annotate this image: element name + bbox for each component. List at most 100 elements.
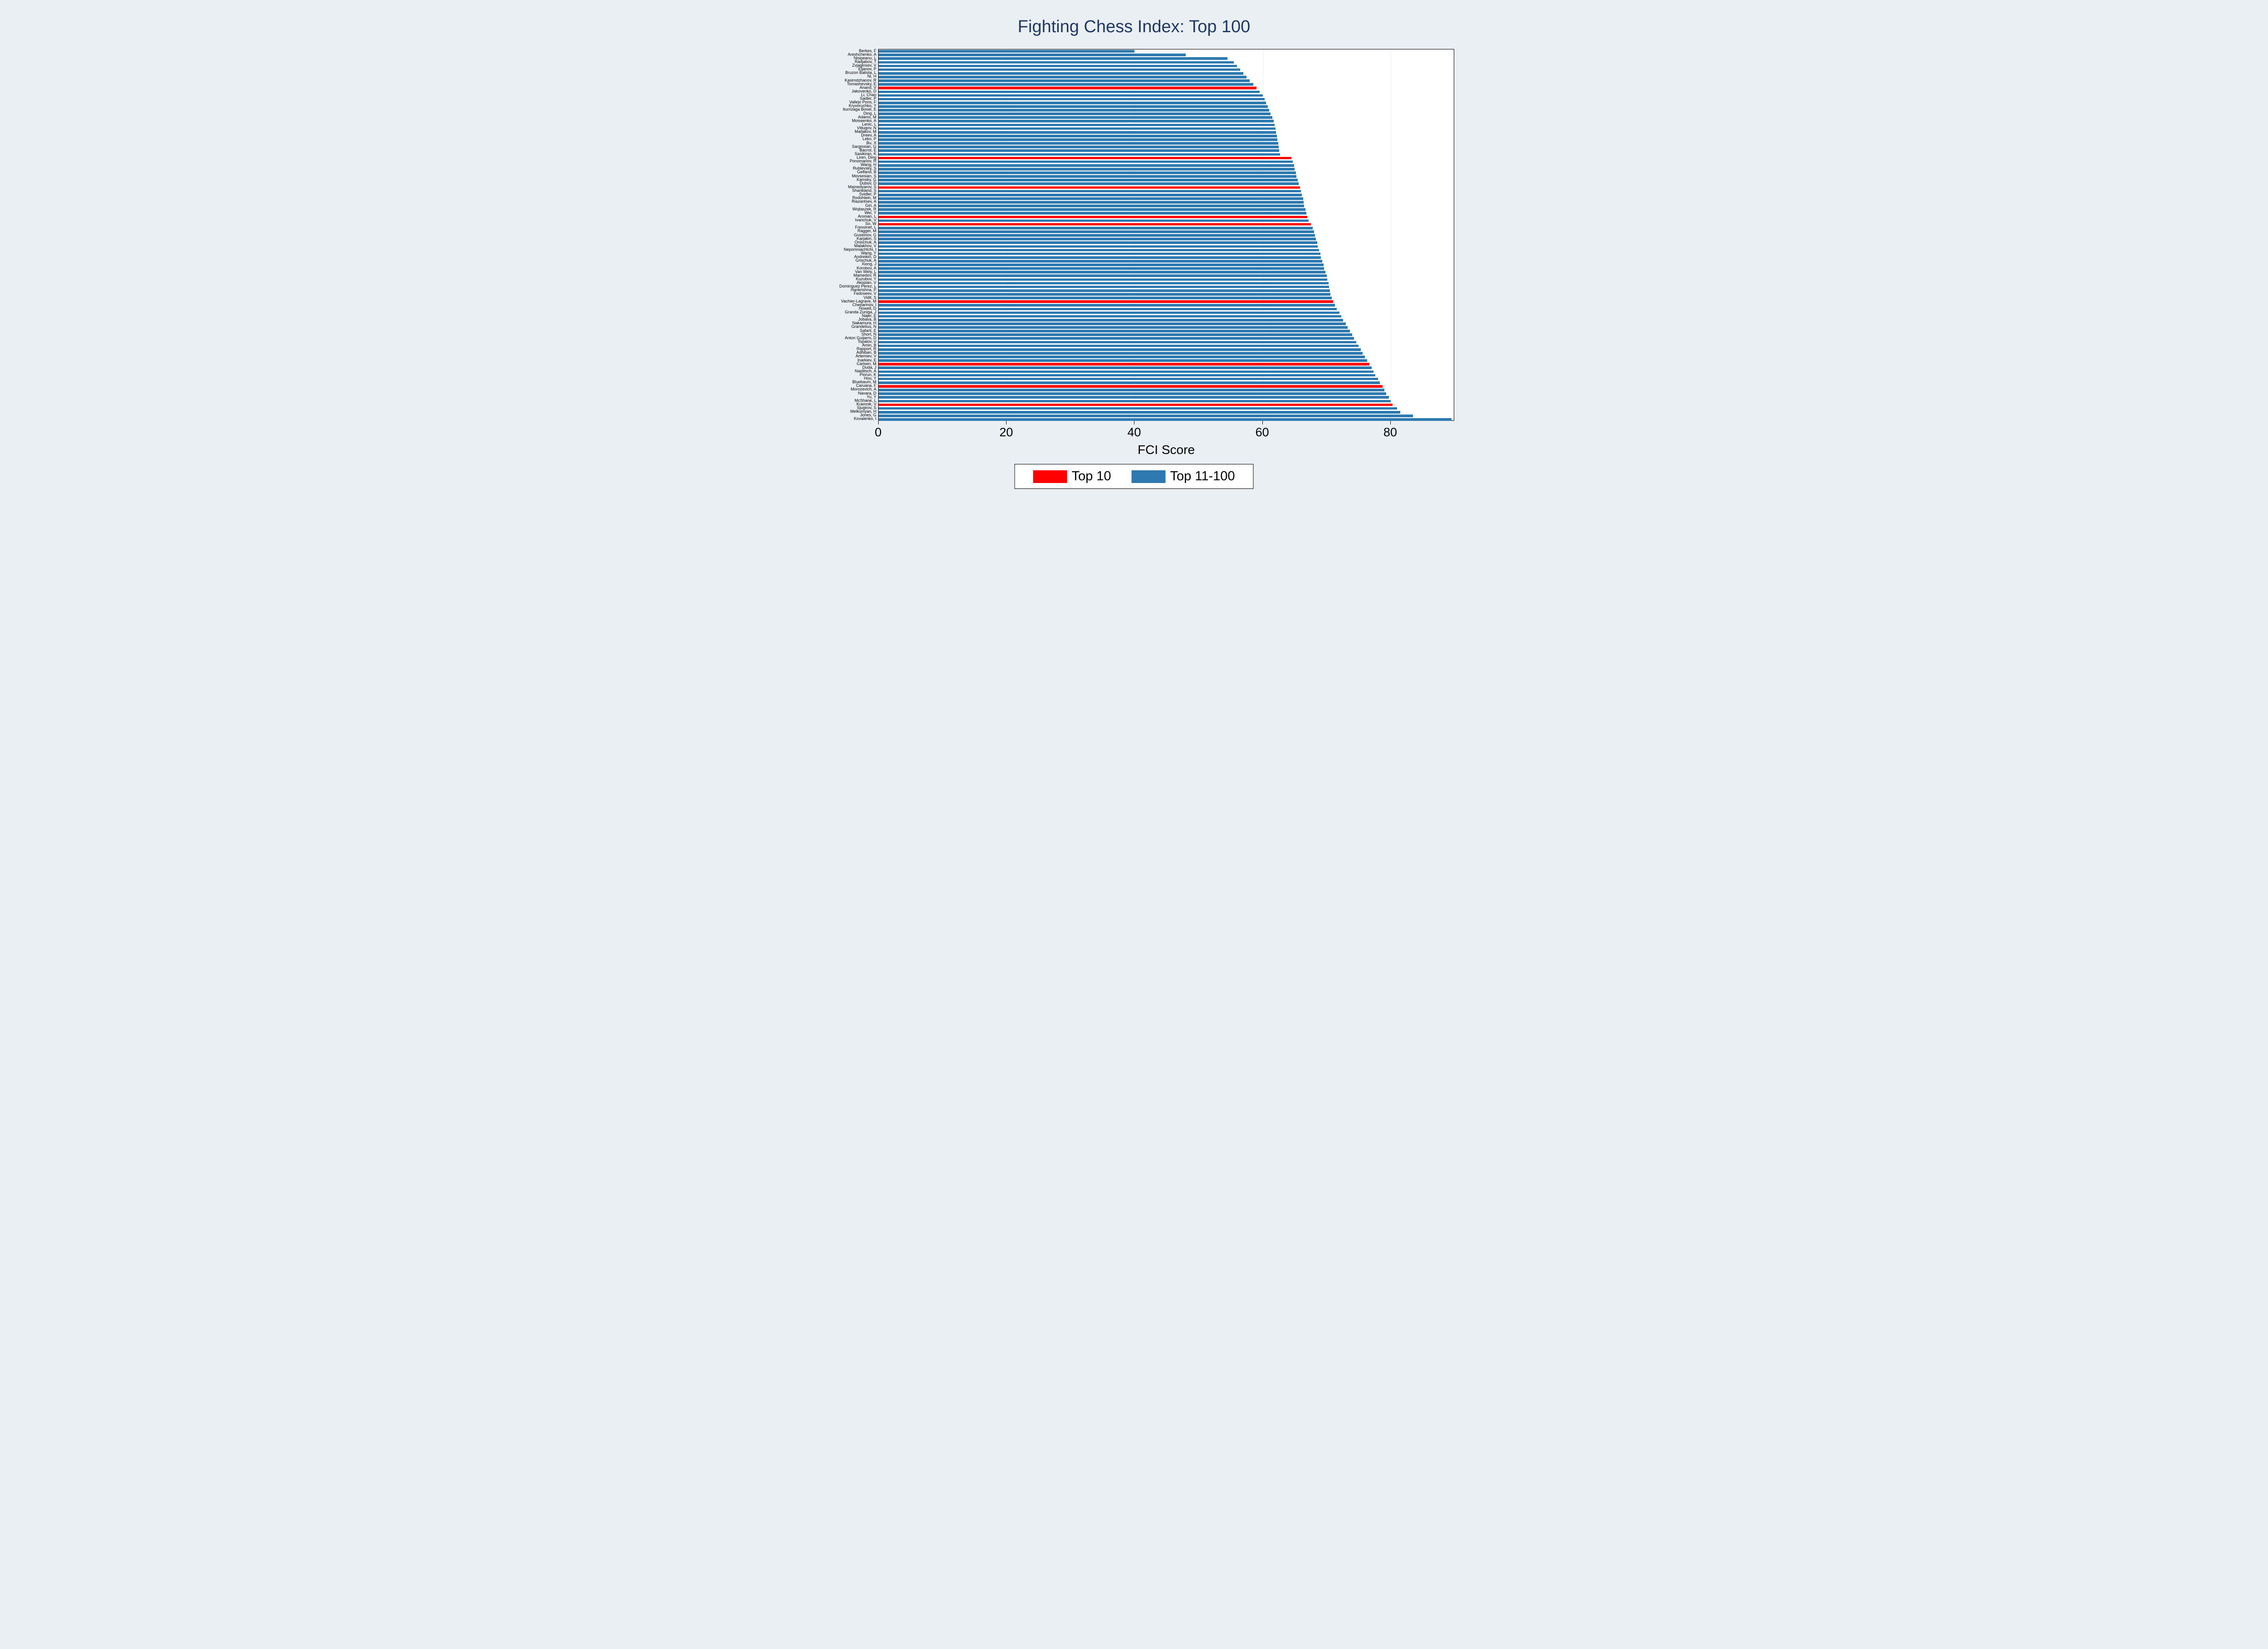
bar bbox=[879, 205, 1304, 207]
bar bbox=[879, 201, 1304, 204]
x-axis-title: FCI Score bbox=[1138, 443, 1195, 457]
bar bbox=[879, 175, 1296, 178]
bar bbox=[879, 194, 1302, 196]
bar bbox=[879, 91, 1260, 93]
bar bbox=[879, 319, 1343, 322]
bar bbox=[879, 131, 1276, 134]
x-tick-mark bbox=[1390, 421, 1391, 424]
bar bbox=[879, 87, 1256, 89]
bar bbox=[879, 79, 1250, 82]
bar bbox=[879, 363, 1369, 366]
bar bbox=[879, 223, 1311, 226]
bar bbox=[879, 371, 1374, 373]
bar bbox=[879, 322, 1346, 325]
bar bbox=[879, 274, 1327, 277]
bar bbox=[879, 61, 1234, 64]
bar bbox=[879, 149, 1279, 152]
x-tick-label: 40 bbox=[1127, 425, 1141, 439]
bar bbox=[879, 76, 1246, 78]
x-tick-mark bbox=[878, 421, 879, 424]
bar bbox=[879, 68, 1240, 71]
bar bbox=[879, 102, 1266, 104]
bar bbox=[879, 366, 1372, 369]
bar bbox=[879, 245, 1318, 248]
bar bbox=[879, 142, 1278, 145]
bar bbox=[879, 381, 1380, 384]
bar bbox=[879, 352, 1363, 355]
y-axis-label: Kovalenko, I bbox=[854, 417, 876, 421]
bar bbox=[879, 278, 1327, 281]
bar bbox=[879, 135, 1277, 137]
bar bbox=[879, 293, 1330, 296]
bar bbox=[879, 333, 1352, 336]
bar bbox=[879, 348, 1361, 351]
bar bbox=[879, 392, 1386, 395]
legend-swatch bbox=[1033, 470, 1067, 483]
bar bbox=[879, 341, 1356, 344]
bar bbox=[879, 359, 1367, 362]
bar bbox=[879, 289, 1330, 292]
bar bbox=[879, 415, 1413, 417]
bar bbox=[879, 94, 1263, 97]
bar bbox=[879, 256, 1321, 259]
bar bbox=[879, 282, 1329, 285]
plot-area bbox=[878, 49, 1454, 421]
bar bbox=[879, 400, 1391, 403]
bar bbox=[879, 326, 1348, 329]
bar bbox=[879, 105, 1268, 108]
bar bbox=[879, 112, 1271, 115]
chart-frame: Fighting Chess Index: Top 100 Berkes, FA… bbox=[794, 9, 1474, 504]
bar bbox=[879, 411, 1400, 414]
bar bbox=[879, 315, 1341, 318]
bar bbox=[879, 407, 1397, 410]
bar bbox=[879, 385, 1383, 388]
bar bbox=[879, 263, 1324, 266]
bar bbox=[879, 337, 1354, 340]
bar bbox=[879, 260, 1322, 263]
legend-label: Top 10 bbox=[1071, 469, 1111, 483]
bar bbox=[879, 304, 1335, 307]
bar bbox=[879, 65, 1237, 68]
bar bbox=[879, 418, 1452, 421]
legend-swatch bbox=[1132, 470, 1166, 483]
bar bbox=[879, 253, 1320, 255]
bar bbox=[879, 300, 1333, 303]
x-tick-mark bbox=[1262, 421, 1263, 424]
bar bbox=[879, 220, 1309, 222]
bar bbox=[879, 57, 1227, 60]
chart-title: Fighting Chess Index: Top 100 bbox=[794, 9, 1474, 41]
bar bbox=[879, 230, 1314, 233]
bar bbox=[879, 171, 1296, 174]
bar bbox=[879, 124, 1275, 127]
legend-item: Top 10 bbox=[1033, 469, 1111, 484]
bar bbox=[879, 396, 1389, 399]
bar bbox=[879, 164, 1294, 167]
bar bbox=[879, 374, 1375, 377]
bar bbox=[879, 267, 1324, 270]
legend-label: Top 11-100 bbox=[1170, 469, 1235, 483]
bar bbox=[879, 271, 1325, 273]
bar bbox=[879, 356, 1365, 358]
bar bbox=[879, 157, 1291, 160]
bar bbox=[879, 249, 1319, 252]
bar bbox=[879, 127, 1276, 130]
bar bbox=[879, 227, 1313, 229]
x-tick-label: 80 bbox=[1383, 425, 1397, 439]
bar bbox=[879, 138, 1277, 141]
bar bbox=[879, 146, 1279, 148]
bar bbox=[879, 153, 1280, 156]
bar bbox=[879, 297, 1332, 299]
bar bbox=[879, 238, 1316, 240]
x-tick-mark bbox=[1006, 421, 1007, 424]
bar bbox=[879, 234, 1315, 237]
bar bbox=[879, 212, 1306, 215]
x-tick-label: 20 bbox=[999, 425, 1013, 439]
bar bbox=[879, 378, 1378, 381]
bar bbox=[879, 54, 1186, 56]
bar bbox=[879, 168, 1295, 171]
bar bbox=[879, 208, 1305, 211]
legend: Top 10 Top 11-100 bbox=[1014, 464, 1253, 489]
bar bbox=[879, 72, 1243, 75]
bar bbox=[879, 216, 1307, 219]
legend-item: Top 11-100 bbox=[1132, 469, 1235, 484]
